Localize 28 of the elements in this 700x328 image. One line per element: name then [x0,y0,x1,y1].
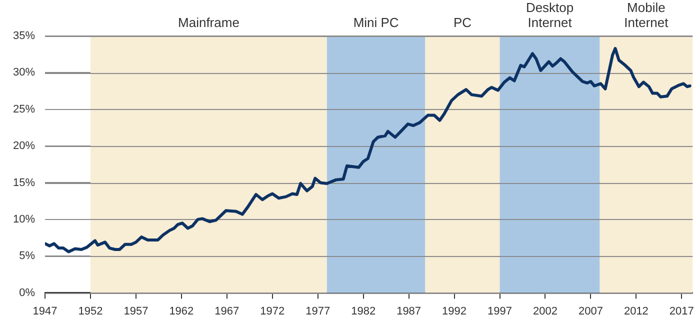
band-label: Mini PC [353,15,399,30]
x-tick-label: 1957 [124,305,148,318]
x-tick-label: 1992 [442,305,467,318]
y-tick-label: 30% [12,66,36,79]
x-tick-label: 1947 [32,305,58,318]
x-tick-label: 2002 [532,305,558,318]
x-tick-label: 2007 [578,305,603,318]
x-tick-label: 2012 [624,305,648,318]
y-tick-label: 20% [12,140,36,152]
y-tick-label: 0% [19,286,36,299]
y-tick-label: 15% [12,176,36,189]
x-tick-label: 1962 [169,305,194,318]
x-tick-label: 1997 [488,305,512,318]
y-tick-label: 35% [12,30,36,42]
band-label: Mainframe [178,15,240,30]
x-tick-label: 1977 [306,305,330,318]
x-tick-label: 1987 [396,305,422,318]
x-tick-label: 2017 [669,305,694,318]
band-label: Desktop Internet [526,0,574,30]
band-label: Mobile Internet [624,0,669,30]
x-tick-label: 1972 [260,305,285,318]
y-tick-label: 25% [12,103,36,116]
x-tick-label: 1952 [78,305,103,318]
y-tick-label: 5% [19,250,36,262]
x-tick-label: 1982 [351,305,376,318]
band-label: PC [453,15,472,30]
x-tick-label: 1967 [214,305,240,318]
y-tick-label: 10% [12,213,36,226]
